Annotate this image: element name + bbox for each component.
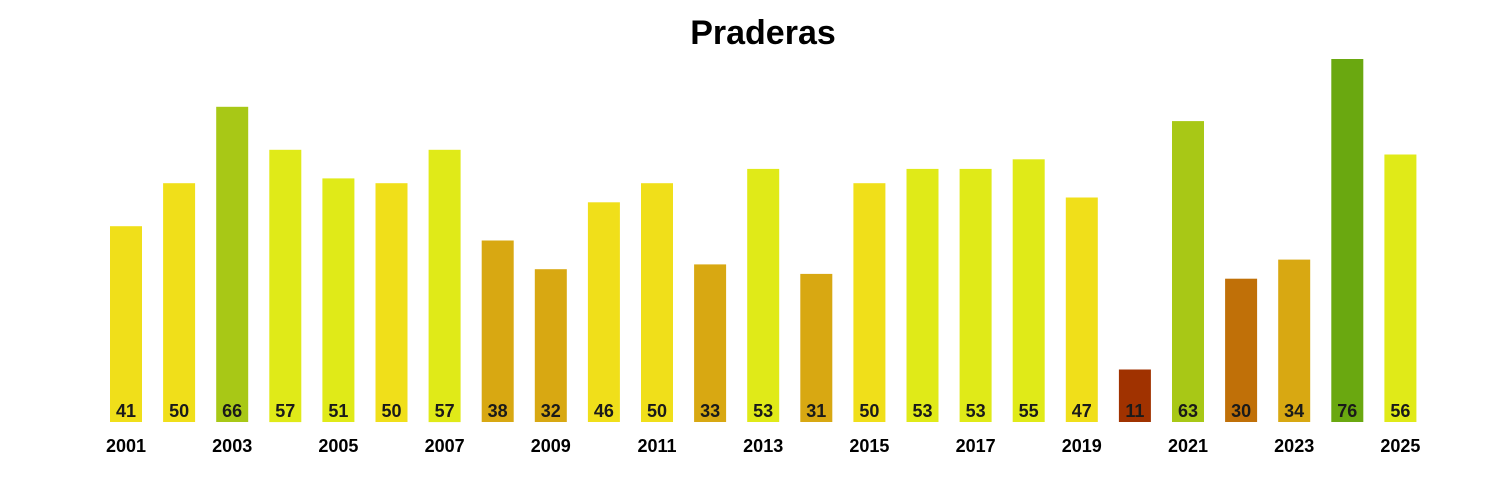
bar-2023 [1278,259,1311,422]
x-tick-labels-group: 2001 2003 2005 2007 2009 2011 2013 2015 2017 2019… [106,436,1420,456]
value-label-2022: 30 [1231,401,1251,421]
bar-2018 [1012,159,1045,423]
bar-2025 [1384,154,1417,422]
value-label-2018: 55 [1019,401,1039,421]
bar-2010 [587,202,620,422]
x-tick-label-2001: 2001 [106,436,146,456]
x-tick-label-2005: 2005 [318,436,358,456]
bar-2008 [481,240,514,422]
x-tick-label-2007: 2007 [425,436,465,456]
x-tick-label-2015: 2015 [849,436,889,456]
x-tick-label-2019: 2019 [1062,436,1102,456]
bar-2007 [428,149,461,423]
value-label-2008: 38 [488,401,508,421]
value-label-2019: 47 [1072,401,1092,421]
value-label-2016: 53 [912,401,932,421]
value-label-2023: 34 [1284,401,1304,421]
bar-2021 [1172,121,1204,422]
bar-2020 [1118,369,1151,422]
bar-2001 [110,226,142,422]
value-label-2024: 76 [1337,401,1357,421]
bar-2015 [853,183,886,422]
bar-2009 [534,269,567,422]
value-label-2001: 41 [116,401,136,421]
bar-2017 [959,168,992,422]
value-label-2002: 50 [169,401,189,421]
value-label-2013: 53 [753,401,773,421]
value-label-2011: 50 [647,401,667,421]
value-label-2015: 50 [859,401,879,421]
bar-2014 [800,273,833,422]
value-label-2017: 53 [966,401,986,421]
x-tick-label-2011: 2011 [637,436,676,456]
bar-2003 [216,106,249,423]
value-label-2025: 56 [1390,401,1410,421]
bar-2011 [641,183,673,422]
value-label-2021: 63 [1178,401,1198,421]
x-tick-label-2013: 2013 [743,436,783,456]
bar-2006 [375,183,408,422]
value-labels-group: 41 50 66 57 51 50 57 38 32 46 50 33 53 31 50 53 53 55 47 11… [116,401,1410,421]
bar-2012 [694,264,727,422]
value-label-2004: 57 [275,401,295,421]
value-label-2005: 51 [328,401,348,421]
bars-group [110,59,1417,423]
value-label-2003: 66 [222,401,242,421]
value-label-2009: 32 [541,401,561,421]
x-tick-label-2009: 2009 [531,436,571,456]
bar-2013 [747,168,780,422]
bar-2019 [1065,197,1098,422]
bar-2004 [269,149,302,423]
bar-2022 [1225,278,1258,422]
value-label-2012: 33 [700,401,720,421]
x-tick-label-2003: 2003 [212,436,252,456]
x-tick-label-2021: 2021 [1168,436,1208,456]
x-tick-label-2017: 2017 [956,436,996,456]
bar-2024 [1331,59,1364,422]
value-label-2014: 31 [806,401,826,421]
bar-2002 [163,183,196,422]
value-label-2007: 57 [435,401,455,421]
chart-title: Praderas [690,14,836,52]
x-tick-label-2023: 2023 [1274,436,1314,456]
bar-2016 [906,168,939,422]
value-label-2006: 50 [381,401,401,421]
bar-2005 [322,178,355,422]
x-tick-label-2025: 2025 [1380,436,1420,456]
value-label-2020: 11 [1125,401,1144,421]
value-label-2010: 46 [594,401,614,421]
